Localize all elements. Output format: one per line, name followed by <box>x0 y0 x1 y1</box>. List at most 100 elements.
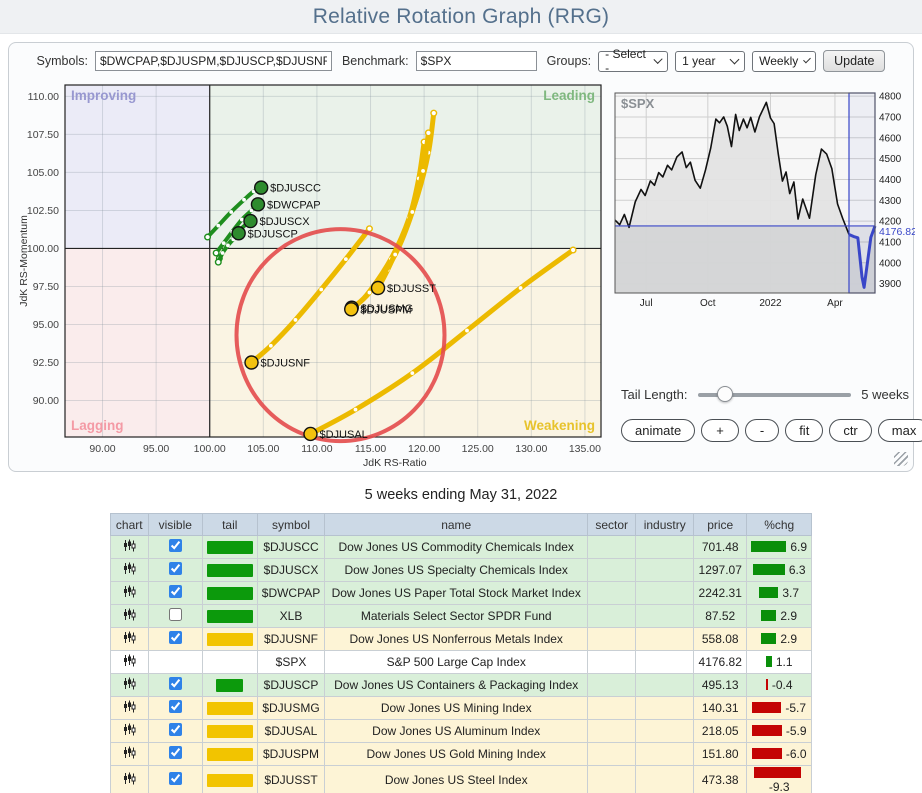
visible-cell[interactable] <box>147 627 203 651</box>
symbols-input[interactable] <box>94 51 332 71</box>
chart-icon[interactable] <box>123 677 136 693</box>
visible-checkbox[interactable] <box>168 746 182 759</box>
column-header-visible[interactable]: visible <box>147 513 203 536</box>
visible-cell[interactable] <box>147 604 203 628</box>
visible-checkbox[interactable] <box>168 700 182 713</box>
name-cell: Dow Jones US Nonferrous Metals Index <box>324 627 589 651</box>
chart-cell[interactable] <box>109 650 149 674</box>
period-select[interactable]: 1 year <box>675 50 746 72</box>
rrg-marker-djusnf[interactable]: $DJUSNF <box>244 355 311 370</box>
chart-icon[interactable] <box>123 746 136 762</box>
name-cell: Dow Jones US Containers & Packaging Inde… <box>324 673 589 697</box>
rrg-chart[interactable]: 90.00 95.00 100.00 105.00 110.00 115.00 120.00… <box>15 79 607 476</box>
pct-change-value: 6.3 <box>788 563 806 577</box>
chart-cell[interactable] <box>109 719 149 743</box>
rrg-marker-djuscx[interactable]: $DJUSCX <box>243 213 310 229</box>
column-header-name[interactable]: name <box>324 513 589 536</box>
fit-button[interactable]: fit <box>785 419 824 442</box>
pct-change-value: -0.4 <box>771 678 793 692</box>
benchmark-input[interactable] <box>415 51 537 71</box>
chart-icon[interactable] <box>123 654 136 670</box>
rrg-marker-djuscc[interactable]: $DJUSCC <box>253 180 321 195</box>
svg-text:$DJUSNF: $DJUSNF <box>261 357 311 369</box>
visible-checkbox[interactable] <box>168 585 182 598</box>
visible-cell[interactable] <box>147 742 203 766</box>
tail-bar <box>206 633 253 647</box>
visible-cell[interactable] <box>147 558 203 582</box>
visible-cell[interactable] <box>147 719 203 743</box>
resize-grip-icon[interactable] <box>894 452 908 466</box>
groups-select[interactable]: - Select - <box>598 47 669 75</box>
visible-cell[interactable] <box>147 535 203 559</box>
visible-cell[interactable] <box>147 673 203 697</box>
svg-text:Improving: Improving <box>71 88 136 103</box>
column-header-tail[interactable]: tail <box>201 513 258 536</box>
tail-length-slider[interactable] <box>697 385 852 402</box>
chart-cell[interactable] <box>109 765 149 793</box>
svg-text:Apr: Apr <box>827 298 843 309</box>
chart-icon[interactable] <box>123 585 136 601</box>
column-header-industry[interactable]: industry <box>635 513 695 536</box>
column-header-sector[interactable]: sector <box>587 513 637 536</box>
svg-text:$DJUSMG: $DJUSMG <box>361 303 414 315</box>
chart-cell[interactable] <box>109 627 149 651</box>
rrg-marker-djusal[interactable]: $DJUSAL <box>303 426 368 442</box>
max-button[interactable]: max <box>877 419 922 442</box>
chart-cell[interactable] <box>109 581 149 605</box>
rrg-marker-djuscp[interactable]: $DJUSCP <box>231 226 298 241</box>
ctr-button[interactable]: ctr <box>829 419 872 442</box>
chart-icon[interactable] <box>123 562 136 578</box>
table-row-djusal: $DJUSAL Dow Jones US Aluminum Index 218.05… <box>109 719 813 743</box>
rrg-marker-djuspm[interactable]: $DJUSPM <box>344 302 412 317</box>
zoom-in-button[interactable]: + <box>701 419 739 442</box>
chart-cell[interactable] <box>109 558 149 582</box>
column-header-pctchg[interactable]: %chg <box>746 513 813 536</box>
tail-cell <box>201 581 258 605</box>
visible-checkbox[interactable] <box>168 562 182 575</box>
name-cell: Dow Jones US Specialty Chemicals Index <box>324 558 589 582</box>
chart-icon[interactable] <box>123 539 136 555</box>
pct-change-value: -5.7 <box>785 701 807 715</box>
svg-text:JdK RS-Momentum: JdK RS-Momentum <box>18 215 30 307</box>
column-header-symbol[interactable]: symbol <box>256 513 326 536</box>
visible-checkbox[interactable] <box>168 608 182 621</box>
visible-checkbox[interactable] <box>168 772 182 785</box>
rrg-marker-dwcpap[interactable]: $DWCPAP <box>250 197 321 212</box>
chart-cell[interactable] <box>109 535 149 559</box>
chart-icon[interactable] <box>123 723 136 739</box>
chart-cell[interactable] <box>109 696 149 720</box>
chart-cell[interactable] <box>109 604 149 628</box>
chart-cell[interactable] <box>109 673 149 697</box>
industry-cell <box>635 742 695 766</box>
visible-cell[interactable] <box>147 765 203 793</box>
chart-cell[interactable] <box>109 742 149 766</box>
svg-text:110.00: 110.00 <box>301 443 332 455</box>
svg-text:92.50: 92.50 <box>33 357 59 369</box>
visible-checkbox[interactable] <box>168 539 182 552</box>
zoom-out-button[interactable]: - <box>744 419 780 442</box>
rrg-marker-djusst[interactable]: $DJUSST <box>370 280 437 296</box>
visible-cell[interactable] <box>147 696 203 720</box>
tail-cell <box>201 696 258 720</box>
visible-cell[interactable] <box>147 581 203 605</box>
slider-thumb-icon[interactable] <box>717 385 734 402</box>
name-cell: Materials Select Sector SPDR Fund <box>324 604 589 628</box>
chart-icon[interactable] <box>123 631 136 647</box>
chart-icon[interactable] <box>123 700 136 716</box>
animate-button[interactable]: animate <box>621 419 696 442</box>
frequency-select[interactable]: Weekly <box>752 50 817 72</box>
visible-checkbox[interactable] <box>168 723 182 736</box>
name-cell: S&P 500 Large Cap Index <box>324 650 589 674</box>
visible-checkbox[interactable] <box>168 631 182 644</box>
update-button[interactable]: Update <box>823 50 886 72</box>
chart-icon[interactable] <box>123 772 136 788</box>
pct-change-value: 3.7 <box>782 586 800 600</box>
industry-cell <box>635 627 695 651</box>
svg-text:4800: 4800 <box>879 92 902 103</box>
column-header-chart[interactable]: chart <box>109 513 149 536</box>
chart-icon[interactable] <box>123 608 136 624</box>
sector-cell <box>587 719 637 743</box>
visible-checkbox[interactable] <box>168 677 182 690</box>
column-header-price[interactable]: price <box>693 513 748 536</box>
rrg-tail-djuspm <box>348 129 432 312</box>
